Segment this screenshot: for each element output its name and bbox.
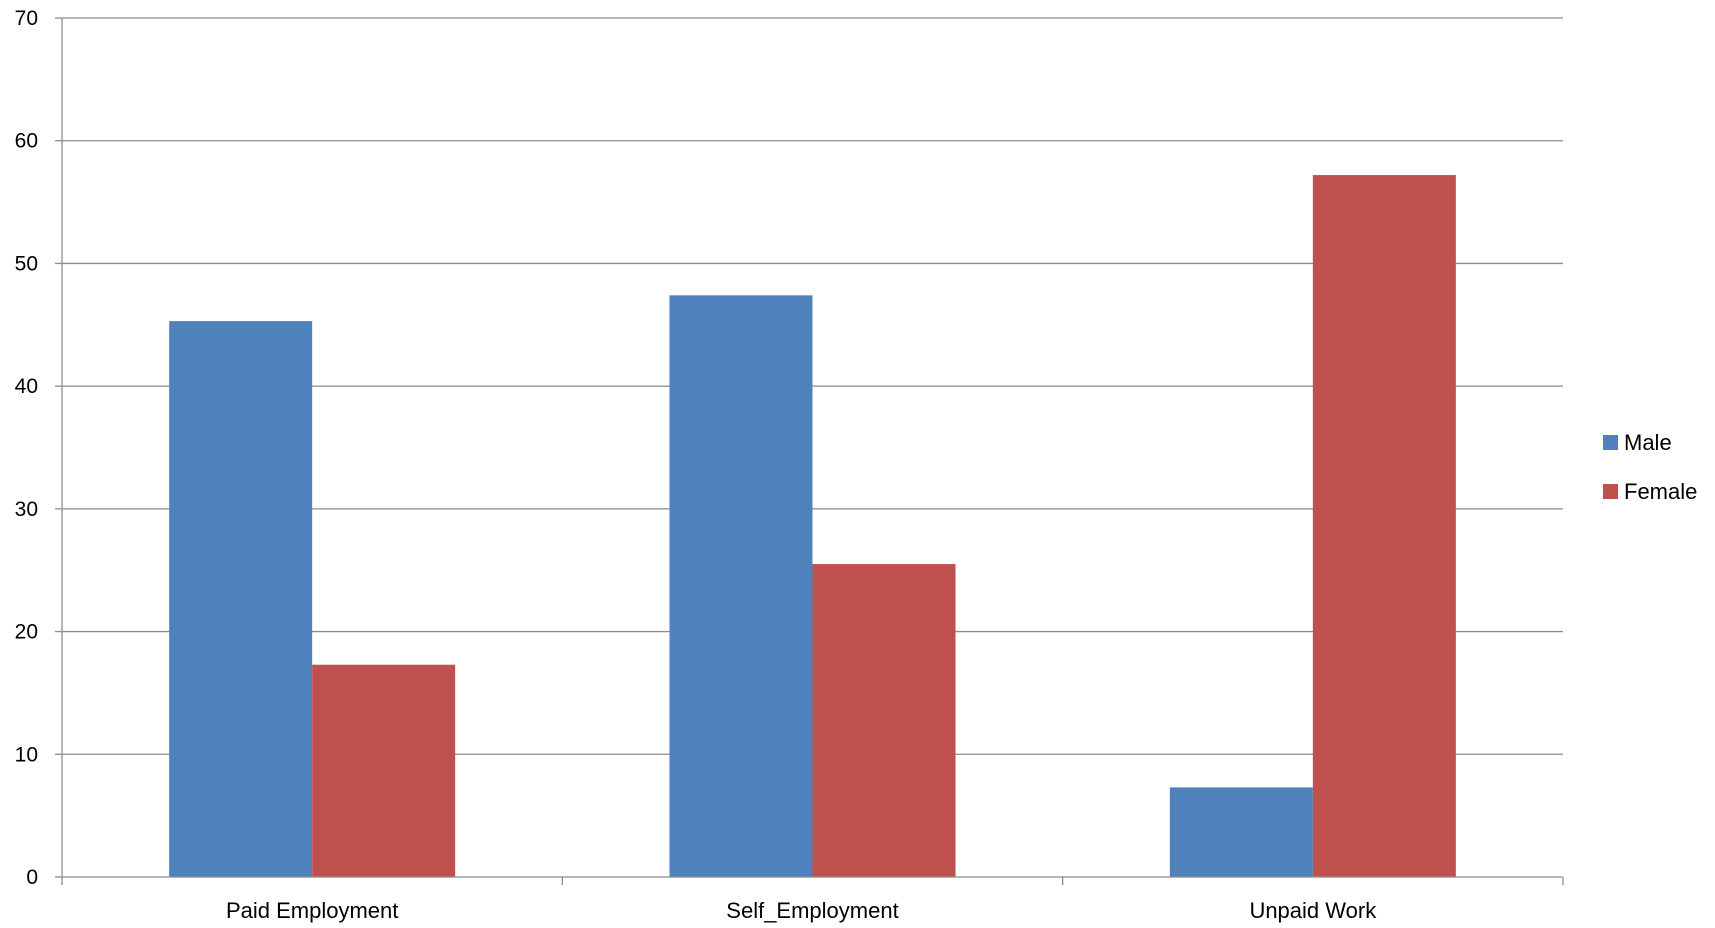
x-category-labels: Paid Employment Self_Employment Unpaid Wor… [226,898,1377,923]
bar-male-0 [169,321,313,878]
y-tick-label: 40 [15,375,38,398]
legend-swatch-male [1603,435,1618,450]
y-tick-label: 10 [15,743,38,766]
legend-swatch-female [1603,484,1618,499]
bar-female-0 [312,664,456,877]
legend: Male Female [1603,430,1697,504]
bar-female-2 [1312,175,1456,877]
x-category-label: Self_Employment [726,898,898,923]
bar-male-2 [1169,787,1313,877]
legend-label-female: Female [1624,479,1697,504]
bar-male-1 [669,295,813,877]
x-category-label: Unpaid Work [1249,898,1377,923]
y-tick-label: 50 [15,252,38,275]
y-tick-label: 60 [15,130,38,153]
y-tick-label: 70 [15,7,38,30]
bar-female-1 [812,564,956,877]
bars [169,175,1456,878]
y-tick-label: 30 [15,498,38,521]
legend-label-male: Male [1624,430,1672,455]
y-tick-label: 0 [26,866,38,889]
x-category-label: Paid Employment [226,898,398,923]
axes [55,17,1564,885]
y-tick-labels: 0 10 20 30 40 50 60 70 [15,7,38,889]
y-tick-label: 20 [15,621,38,644]
